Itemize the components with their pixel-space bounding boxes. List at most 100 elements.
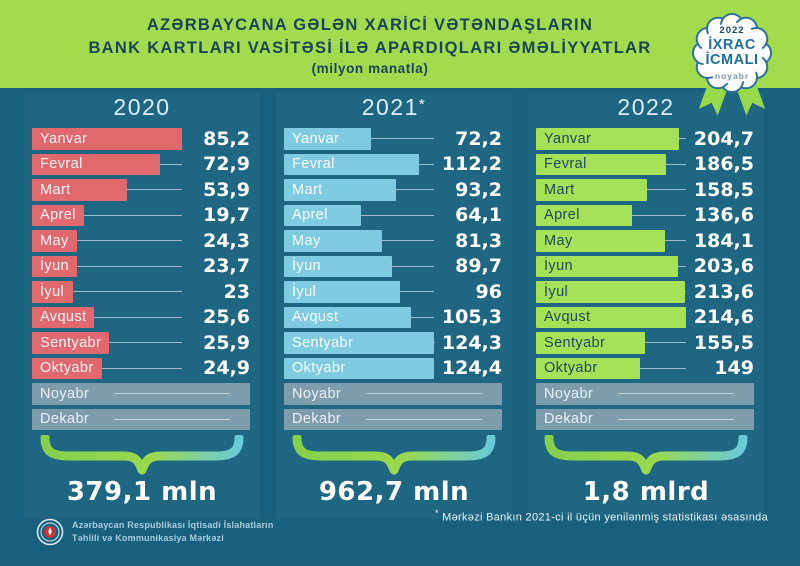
month-value: 155,5 [693,331,754,354]
month-row: İyul 96 [284,281,502,303]
month-bar: Yanvar [284,128,372,150]
month-bar: İyul [284,281,400,303]
badge-year: 2022 [719,25,745,36]
month-label: Sentyabr [40,334,102,351]
report-badge: 2022 İXRAC İCMALI noyabr [686,5,778,123]
placeholder-line [618,393,734,395]
connector-line [160,163,182,165]
month-value: 81,3 [455,229,502,252]
badge-month: noyabr [714,71,750,81]
month-row: Mart 53,9 [32,179,250,201]
year-label: 2020 [113,94,171,120]
month-bar: Mart [284,179,397,201]
footnote: * Mərkəzi Bankın 2021-ci il üçün yenilən… [435,508,768,524]
connector-line [382,240,434,242]
month-bar: Aprel [32,204,84,226]
month-label: İyul [544,283,569,300]
connector-line [126,189,182,191]
month-value: 158,5 [693,178,754,201]
month-label: İyun [292,258,322,275]
month-label: Aprel [292,207,328,224]
connector-line [109,342,182,344]
month-label: Oktyabr [544,360,598,377]
connector-line [644,342,686,344]
month-row: May 81,3 [284,230,502,252]
month-row: Fevral 112,2 [284,153,502,175]
month-bar-inactive: Dekabr [536,408,754,430]
month-label: Oktyabr [292,360,346,377]
month-row: İyul 213,6 [536,281,754,303]
connector-line [77,265,182,267]
year-column-2022: 2022 Yanvar 204,7 Fevral 186,5 Mart 158,5 Apre… [528,92,764,519]
month-row: Mart 93,2 [284,179,502,201]
month-label: Aprel [40,207,76,224]
month-value: 214,6 [693,306,754,329]
month-row-inactive: Dekabr [536,408,754,430]
connector-line [679,138,686,140]
month-label: Oktyabr [40,360,94,377]
month-row: İyun 203,6 [536,255,754,277]
month-label: Yanvar [292,130,340,147]
organization-credit: Azərbaycan Respublikası İqtisadi İslahat… [36,518,274,546]
month-value: 186,5 [693,153,754,176]
year-heading: 2022 [528,96,764,119]
month-value: 89,7 [455,255,502,278]
month-label: Dekabr [544,411,594,428]
month-bar-inactive: Noyabr [284,383,502,405]
month-value: 105,3 [441,306,502,329]
month-row: Yanvar 204,7 [536,128,754,150]
placeholder-line [366,418,482,420]
month-value: 124,4 [441,357,502,380]
month-value: 25,9 [203,331,250,354]
month-label: Avqust [292,309,339,326]
month-label: Noyabr [40,385,90,402]
connector-line [361,214,434,216]
month-bar: İyun [284,255,393,277]
month-label: Sentyabr [292,334,354,351]
year-total: 1,8 mlrd [582,477,710,507]
month-row: Fevral 72,9 [32,153,250,176]
month-bar: Fevral [32,153,161,175]
year-heading: 2020 [24,96,260,119]
month-bar-inactive: Dekabr [32,408,250,430]
month-value: 72,2 [455,127,502,150]
year-total: 962,7 mln [318,477,470,507]
month-bar: İyul [32,281,73,303]
month-bar: Mart [32,179,127,201]
year-label: 2022 [617,94,675,120]
month-value: 25,6 [203,306,250,329]
month-label: May [544,232,573,249]
month-value: 184,1 [693,229,754,252]
month-row: Aprel 64,1 [284,204,502,226]
month-row-inactive: Noyabr [284,383,502,405]
month-label: Fevral [40,156,83,173]
placeholder-line [114,418,230,420]
month-row: Avqust 214,6 [536,306,754,329]
page-subtitle: (milyon manatla) [311,61,429,77]
chart-columns: 2020 Yanvar 85,2 Fevral 72,9 Mart 53,9 Aprel 19… [24,92,764,519]
month-value: 96 [475,280,502,303]
connector-line [94,316,182,318]
month-row: Sentyabr 124,3 [284,332,502,354]
page-title-line2: BANK KARTLARI VASİTƏSİ İLƏ APARDIQLARI Ə… [88,38,652,57]
month-value: 204,7 [693,127,754,150]
month-label: Fevral [292,156,335,173]
footnote-text: Mərkəzi Bankın 2021-ci il üçün yenilənmi… [438,511,768,524]
year-heading: 2021* [276,96,512,119]
connector-line [666,163,686,165]
month-bar: Sentyabr [32,332,110,354]
connector-line [399,291,434,293]
month-value: 72,9 [203,153,250,176]
month-value: 24,3 [203,229,250,252]
month-bar: Oktyabr [536,357,641,379]
connector-line [646,189,686,191]
connector-line [640,367,686,369]
month-label: İyun [40,258,70,275]
connector-line [371,138,434,140]
month-row: Oktyabr 124,4 [284,357,502,380]
month-bar: May [32,230,77,252]
month-label: Noyabr [292,385,342,402]
month-bar: Oktyabr [284,357,434,379]
badge-title-line1: İXRAC [708,37,756,53]
